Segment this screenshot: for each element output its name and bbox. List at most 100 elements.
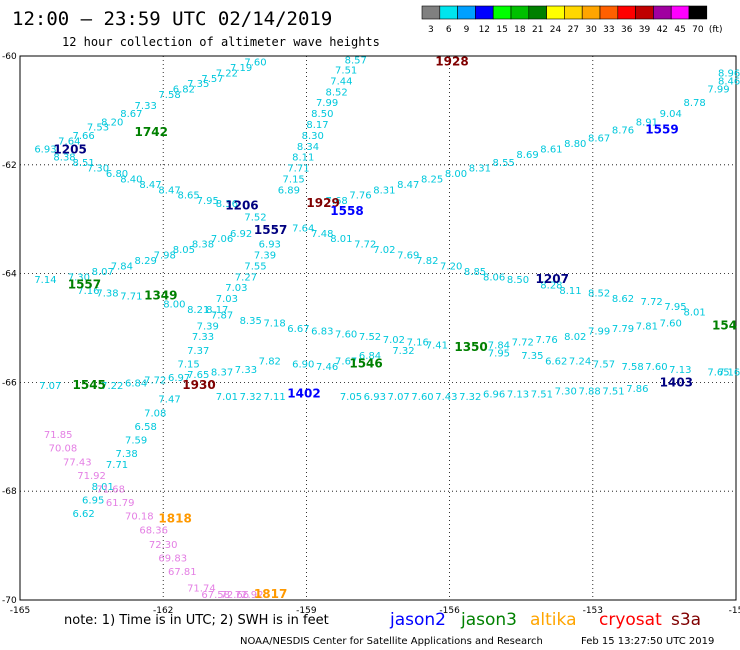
swh-value-label: 8.17 bbox=[306, 120, 328, 131]
swh-value-label: 6.67 bbox=[287, 324, 309, 335]
swh-value-label: 7.15 bbox=[178, 359, 200, 370]
colorbar-swatch bbox=[457, 5, 476, 20]
swh-value-label: 8.62 bbox=[612, 294, 634, 305]
colorbar-swatch bbox=[510, 5, 530, 20]
swh-value-label: 6.58 bbox=[135, 422, 157, 433]
colorbar-label: 42 bbox=[657, 25, 668, 35]
pass-time-label: 1207 bbox=[536, 272, 569, 286]
swh-value-label: 8.76 bbox=[612, 125, 634, 136]
swh-value-label: 7.39 bbox=[254, 251, 276, 262]
colorbar-label: 6 bbox=[446, 25, 452, 35]
swh-value-label: 7.57 bbox=[201, 74, 223, 85]
swh-value-label: 67.81 bbox=[168, 567, 197, 578]
swh-value-label: 7.16 bbox=[407, 338, 429, 349]
swh-value-label: 7.08 bbox=[144, 408, 166, 419]
swh-value-label: 8.47 bbox=[139, 180, 161, 191]
pass-time-label: 1546 bbox=[349, 356, 382, 370]
swh-value-label: 8.01 bbox=[683, 308, 705, 319]
swh-value-label: 7.98 bbox=[154, 251, 176, 262]
colorbar-label: 36 bbox=[621, 25, 633, 35]
swh-value-label: 6.62 bbox=[73, 509, 95, 520]
colorbar-swatch bbox=[421, 5, 441, 20]
swh-value-label: 7.55 bbox=[244, 261, 266, 272]
colorbar-swatch bbox=[635, 5, 654, 20]
x-tick-label: -162 bbox=[153, 606, 173, 616]
swh-value-label: 8.67 bbox=[120, 109, 142, 120]
swh-value-label: 8.65 bbox=[178, 191, 200, 202]
swh-value-label: 8.35 bbox=[240, 316, 262, 327]
swh-value-label: 8.50 bbox=[311, 109, 333, 120]
swh-value-label: 7.58 bbox=[158, 90, 180, 101]
swh-value-label: 8.31 bbox=[373, 185, 395, 196]
swh-value-label: 8.52 bbox=[325, 87, 347, 98]
swh-value-label: 6.89 bbox=[278, 185, 300, 196]
pass-time-label: 1557 bbox=[254, 223, 287, 237]
swh-value-label: 8.01 bbox=[92, 482, 114, 493]
swh-value-label: 7.71 bbox=[287, 164, 309, 175]
swh-value-label: 7.86 bbox=[626, 384, 648, 395]
swh-value-label: 6.92 bbox=[230, 229, 252, 240]
swh-value-label: 8.55 bbox=[493, 158, 515, 169]
swh-value-label: 8.38 bbox=[192, 240, 214, 251]
swh-value-label: 7.57 bbox=[593, 359, 615, 370]
swh-value-label: 7.16 bbox=[718, 368, 740, 379]
swh-value-label: 8.52 bbox=[588, 289, 610, 300]
x-tick-label: -153 bbox=[583, 606, 603, 616]
swh-value-label: 7.35 bbox=[521, 351, 543, 362]
colorbar-label: 45 bbox=[674, 25, 685, 35]
swh-value-label: 7.52 bbox=[359, 332, 381, 343]
swh-value-label: 7.72 bbox=[144, 376, 166, 387]
swh-value-label: 7.84 bbox=[488, 340, 510, 351]
swh-value-label: 7.32 bbox=[392, 346, 414, 357]
colorbar-label: 30 bbox=[585, 25, 597, 35]
swh-value-label: 7.30 bbox=[87, 164, 109, 175]
swh-value-label: 8.37 bbox=[211, 368, 233, 379]
swh-value-label: 7.41 bbox=[426, 340, 448, 351]
swh-value-label: 71.74 bbox=[187, 583, 216, 594]
colorbar-swatch bbox=[528, 5, 547, 20]
swh-value-label: 77.43 bbox=[63, 457, 92, 468]
pass-time-label: 1929 bbox=[306, 196, 339, 210]
swh-value-label: 8.40 bbox=[120, 174, 142, 185]
swh-value-label: 7.01 bbox=[216, 392, 238, 403]
satellite-legend-cryosat: cryosat bbox=[599, 610, 662, 630]
swh-value-label: 7.76 bbox=[349, 191, 371, 202]
swh-value-label: 8.85 bbox=[464, 267, 486, 278]
swh-value-label: 7.51 bbox=[602, 387, 624, 398]
y-tick-label: -68 bbox=[2, 487, 17, 497]
swh-value-label: 68.36 bbox=[139, 525, 168, 536]
swh-value-label: 8.11 bbox=[559, 286, 581, 297]
wave-height-labels: 8.577.517.448.527.998.508.178.308.348.11… bbox=[34, 55, 740, 601]
swh-value-label: 7.79 bbox=[612, 324, 634, 335]
footer-timestamp: Feb 15 13:27:50 UTC 2019 bbox=[581, 636, 714, 647]
swh-value-label: 7.48 bbox=[311, 229, 333, 240]
swh-value-label: 7.20 bbox=[440, 261, 462, 272]
swh-value-label: 7.19 bbox=[230, 63, 252, 74]
swh-value-label: 9.04 bbox=[660, 109, 682, 120]
swh-value-label: 8.20 bbox=[101, 117, 123, 128]
satellite-legend: jason2 jason3 altika cryosat s3a bbox=[389, 610, 701, 630]
pass-time-label: 1403 bbox=[660, 375, 693, 389]
swh-value-label: 8.02 bbox=[564, 332, 586, 343]
swh-value-label: 7.33 bbox=[235, 365, 257, 376]
swh-value-label: 61.79 bbox=[106, 498, 135, 509]
swh-value-label: 7.07 bbox=[388, 392, 410, 403]
swh-value-label: 7.67 bbox=[335, 357, 357, 368]
satellite-legend-s3a: s3a bbox=[671, 610, 701, 630]
swh-value-label: 8.51 bbox=[73, 158, 95, 169]
swh-value-label: 7.95 bbox=[197, 196, 219, 207]
pass-time-label: 1545 bbox=[73, 378, 106, 392]
y-tick-label: -66 bbox=[2, 378, 17, 388]
swh-value-label: 7.38 bbox=[115, 449, 137, 460]
swh-value-label: 7.13 bbox=[669, 365, 691, 376]
swh-value-label: 6.84 bbox=[359, 351, 381, 362]
swh-value-label: 8.91 bbox=[636, 117, 658, 128]
pass-time-label: 1350 bbox=[454, 340, 487, 354]
colorbar-label: 15 bbox=[496, 25, 507, 35]
swh-value-label: 8.17 bbox=[206, 305, 228, 316]
swh-value-label: 7.44 bbox=[330, 76, 352, 87]
satellite-legend-altika: altika bbox=[530, 610, 577, 630]
footer-credit: NOAA/NESDIS Center for Satellite Applica… bbox=[240, 636, 543, 647]
pass-time-label: 1206 bbox=[225, 199, 258, 213]
swh-value-label: 6.82 bbox=[173, 85, 195, 96]
